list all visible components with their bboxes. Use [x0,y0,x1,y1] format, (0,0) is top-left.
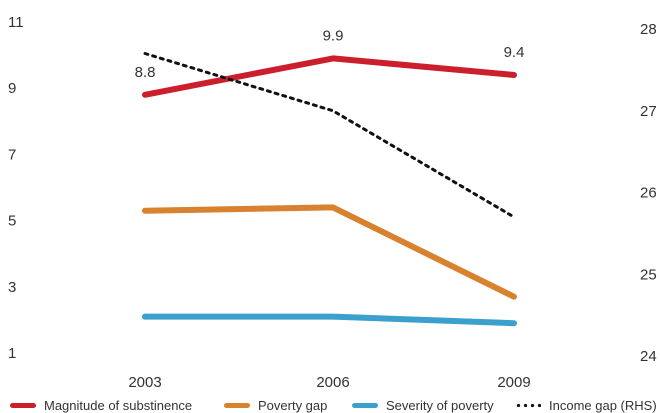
left-axis-tick-label: 5 [8,213,16,230]
right-axis-tick-label: 27 [640,103,657,120]
line-chart: 1 3 5 7 9 11 24 25 26 27 28 2003 2006 2009 8.8 9.9 9.4 [8,14,657,391]
x-axis-tick-label: 2003 [128,374,161,391]
left-axis-tick-label: 7 [8,146,16,163]
left-axis-tick-label: 11 [8,14,24,31]
legend-label: Severity of poverty [386,397,494,413]
right-axis-tick-label: 24 [640,348,657,365]
series-line-magnitude-of-substinence [142,55,517,98]
data-label: 9.9 [323,27,344,44]
x-axis-tick-label: 2009 [497,374,530,391]
legend-swatch [515,402,541,408]
series-line-income-gap-rhs [143,52,516,219]
legend-swatch [10,402,36,408]
left-axis-tick-label: 9 [8,80,16,97]
legend-item: Income gap (RHS) [515,397,657,413]
legend-label: Income gap (RHS) [549,397,657,413]
legend-swatch [352,402,378,408]
right-axis-tick-label: 26 [640,185,657,202]
left-axis-tick-label: 1 [8,345,16,362]
legend-item: Poverty gap [224,397,327,413]
legend-item: Magnitude of substinence [10,397,192,413]
data-label: 8.8 [135,64,156,81]
data-label: 9.4 [504,44,525,61]
right-axis-tick-label: 25 [640,266,657,283]
series-line-severity-of-poverty [142,313,517,327]
legend-swatch [224,402,250,408]
x-axis-tick-label: 2006 [316,374,349,391]
chart-legend: Magnitude of substinence Poverty gap Sever… [0,397,660,413]
left-axis-tick-label: 3 [8,279,16,296]
legend-label: Poverty gap [258,397,328,413]
legend-label: Magnitude of substinence [44,397,193,413]
legend-item: Severity of poverty [352,397,494,413]
series-line-poverty-gap [142,204,517,300]
right-axis-tick-label: 28 [640,21,657,38]
